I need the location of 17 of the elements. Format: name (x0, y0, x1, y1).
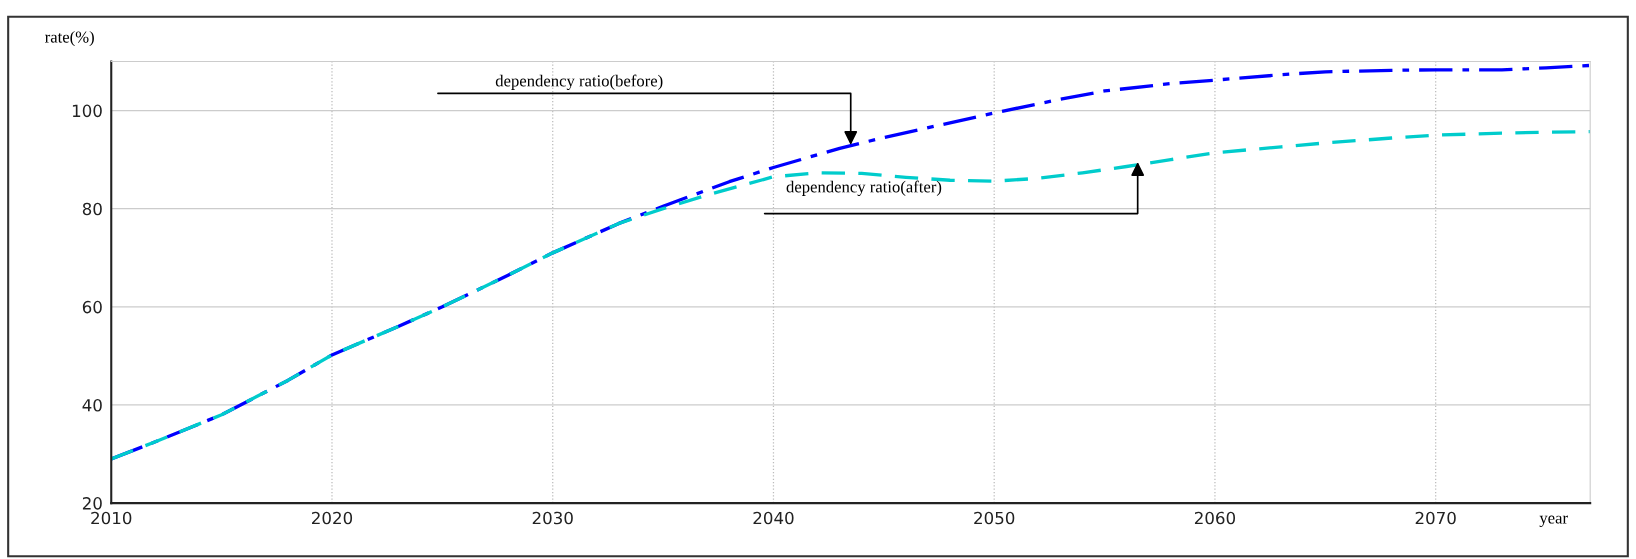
y-axis-title: rate(%) (45, 30, 94, 47)
x-tick-label: 2070 (1415, 511, 1456, 525)
x-tick-label: 2060 (1194, 511, 1236, 525)
line-series (111, 129, 1591, 461)
annotation: dependency ratio(before) (495, 74, 663, 90)
x-axis-title: year (1539, 515, 1568, 528)
y-tick-label: 20 (82, 497, 102, 510)
y-tick-label: 100 (72, 104, 102, 118)
y-tick-label: 60 (82, 300, 102, 314)
x-tick-label: 2020 (312, 511, 353, 525)
x-tick-label: 2010 (91, 511, 132, 525)
y-tick-label: 40 (82, 398, 102, 412)
y-tick-label: 80 (82, 202, 102, 216)
annotation: dependency ratio(after) (786, 180, 942, 196)
x-tick-label: 2040 (753, 511, 794, 525)
x-tick-label: 2030 (532, 511, 573, 525)
x-tick-label: 2050 (974, 511, 1015, 525)
